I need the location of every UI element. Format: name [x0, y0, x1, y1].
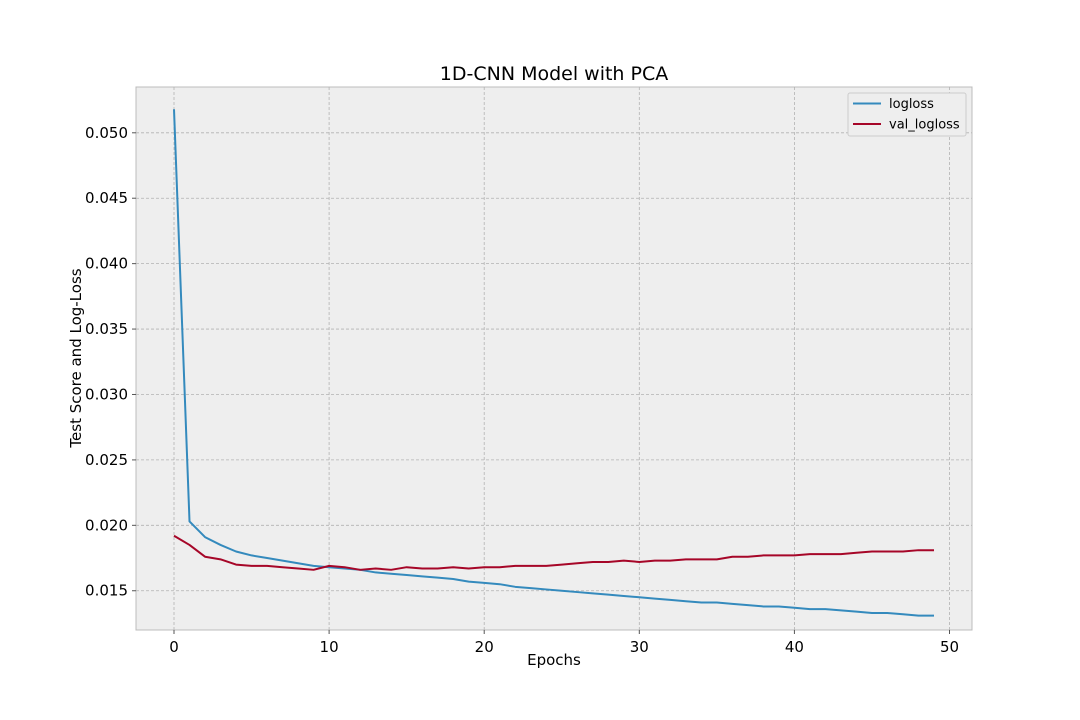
x-tick-label: 0 [169, 638, 179, 656]
x-tick-label: 20 [475, 638, 494, 656]
y-tick-label: 0.030 [85, 385, 128, 403]
plot-area [135, 86, 973, 631]
y-axis-ticks: 0.015 0.020 0.025 0.030 0.035 0.040 0.045 0.050 [85, 124, 136, 600]
series-lines [173, 109, 934, 617]
legend-label-val-logloss: val_logloss [889, 118, 960, 133]
chart-title: 1D-CNN Model with PCA [440, 63, 668, 85]
series-line-val-logloss [173, 534, 934, 571]
y-axis-label: Test Score and Log-Loss [67, 268, 85, 448]
series-line-logloss [173, 109, 934, 617]
y-tick-label: 0.045 [85, 189, 128, 207]
y-tick-label: 0.020 [85, 516, 128, 534]
y-tick-label: 0.040 [85, 255, 128, 273]
x-axis-ticks: 0 10 20 30 40 50 [169, 630, 959, 656]
y-tick-label: 0.050 [85, 124, 128, 142]
y-tick-label: 0.025 [85, 451, 128, 469]
x-axis-label: Epochs [527, 651, 581, 669]
x-tick-label: 10 [320, 638, 339, 656]
y-tick-label: 0.035 [85, 320, 128, 338]
x-tick-label: 50 [940, 638, 959, 656]
y-tick-label: 0.015 [85, 582, 128, 600]
x-tick-label: 40 [785, 638, 804, 656]
x-tick-label: 30 [630, 638, 649, 656]
legend-label-logloss: logloss [889, 97, 934, 112]
legend: logloss val_logloss [847, 92, 967, 137]
